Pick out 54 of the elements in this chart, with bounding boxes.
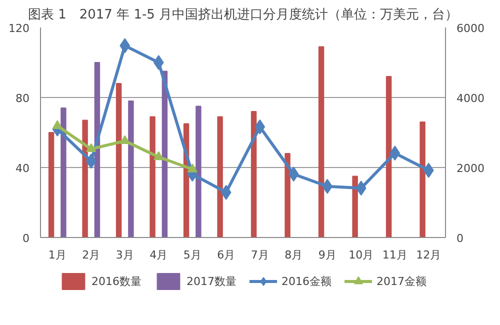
legend-label: 2017数量 [186, 274, 236, 288]
point [288, 166, 299, 182]
point [86, 143, 96, 152]
bar [82, 120, 88, 238]
x-tick-label: 2月 [82, 248, 100, 262]
legend-label: 2017金额 [376, 274, 426, 288]
x-tick-label: 10月 [348, 248, 374, 262]
bar [48, 132, 54, 238]
bar [250, 111, 257, 238]
chart-title: 图表 1 2017 年 1-5 月中国挤出机进口分月度统计（单位：万美元，台） [28, 6, 458, 22]
point [120, 38, 130, 54]
x-tick-label: 6月 [217, 248, 236, 262]
legend-label: 2016金额 [282, 274, 332, 288]
x-tick-label: 9月 [318, 248, 336, 262]
bar [386, 76, 392, 238]
bar [196, 106, 202, 238]
point [187, 164, 198, 172]
y2-tick-label: 6000 [456, 22, 484, 35]
x-tick-label: 1月 [48, 248, 66, 262]
x-tick-label: 4月 [150, 248, 168, 262]
point [154, 151, 164, 160]
point [423, 162, 434, 178]
x-tick-label: 8月 [284, 248, 303, 262]
bar [420, 122, 426, 238]
bar [217, 116, 223, 238]
y-tick-label: 0 [22, 232, 30, 245]
point [153, 55, 164, 70]
y-tick-label: 80 [16, 92, 30, 105]
bar [150, 116, 156, 238]
bar [352, 176, 358, 238]
point [220, 184, 232, 200]
y2-tick-label: 0 [456, 232, 464, 245]
point [86, 154, 96, 169]
legend-label: 2016数量 [92, 274, 142, 288]
point [390, 146, 400, 161]
bar [60, 108, 66, 238]
y-tick-label: 40 [16, 162, 30, 175]
bar [318, 46, 324, 238]
bar [284, 153, 290, 238]
y-tick-label: 120 [8, 22, 30, 35]
point [356, 180, 366, 196]
bar [116, 83, 122, 238]
point [120, 135, 130, 144]
x-tick-label: 5月 [183, 248, 202, 262]
bar [128, 100, 134, 238]
x-tick-label: 12月 [416, 248, 442, 262]
y2-tick-label: 4000 [456, 92, 484, 105]
x-tick-label: 7月 [250, 248, 269, 262]
x-tick-label: 11月 [382, 248, 408, 262]
y2-tick-label: 2000 [456, 162, 484, 175]
point [52, 120, 62, 129]
x-tick-label: 3月 [116, 248, 134, 262]
point [254, 119, 266, 134]
point [322, 178, 333, 194]
